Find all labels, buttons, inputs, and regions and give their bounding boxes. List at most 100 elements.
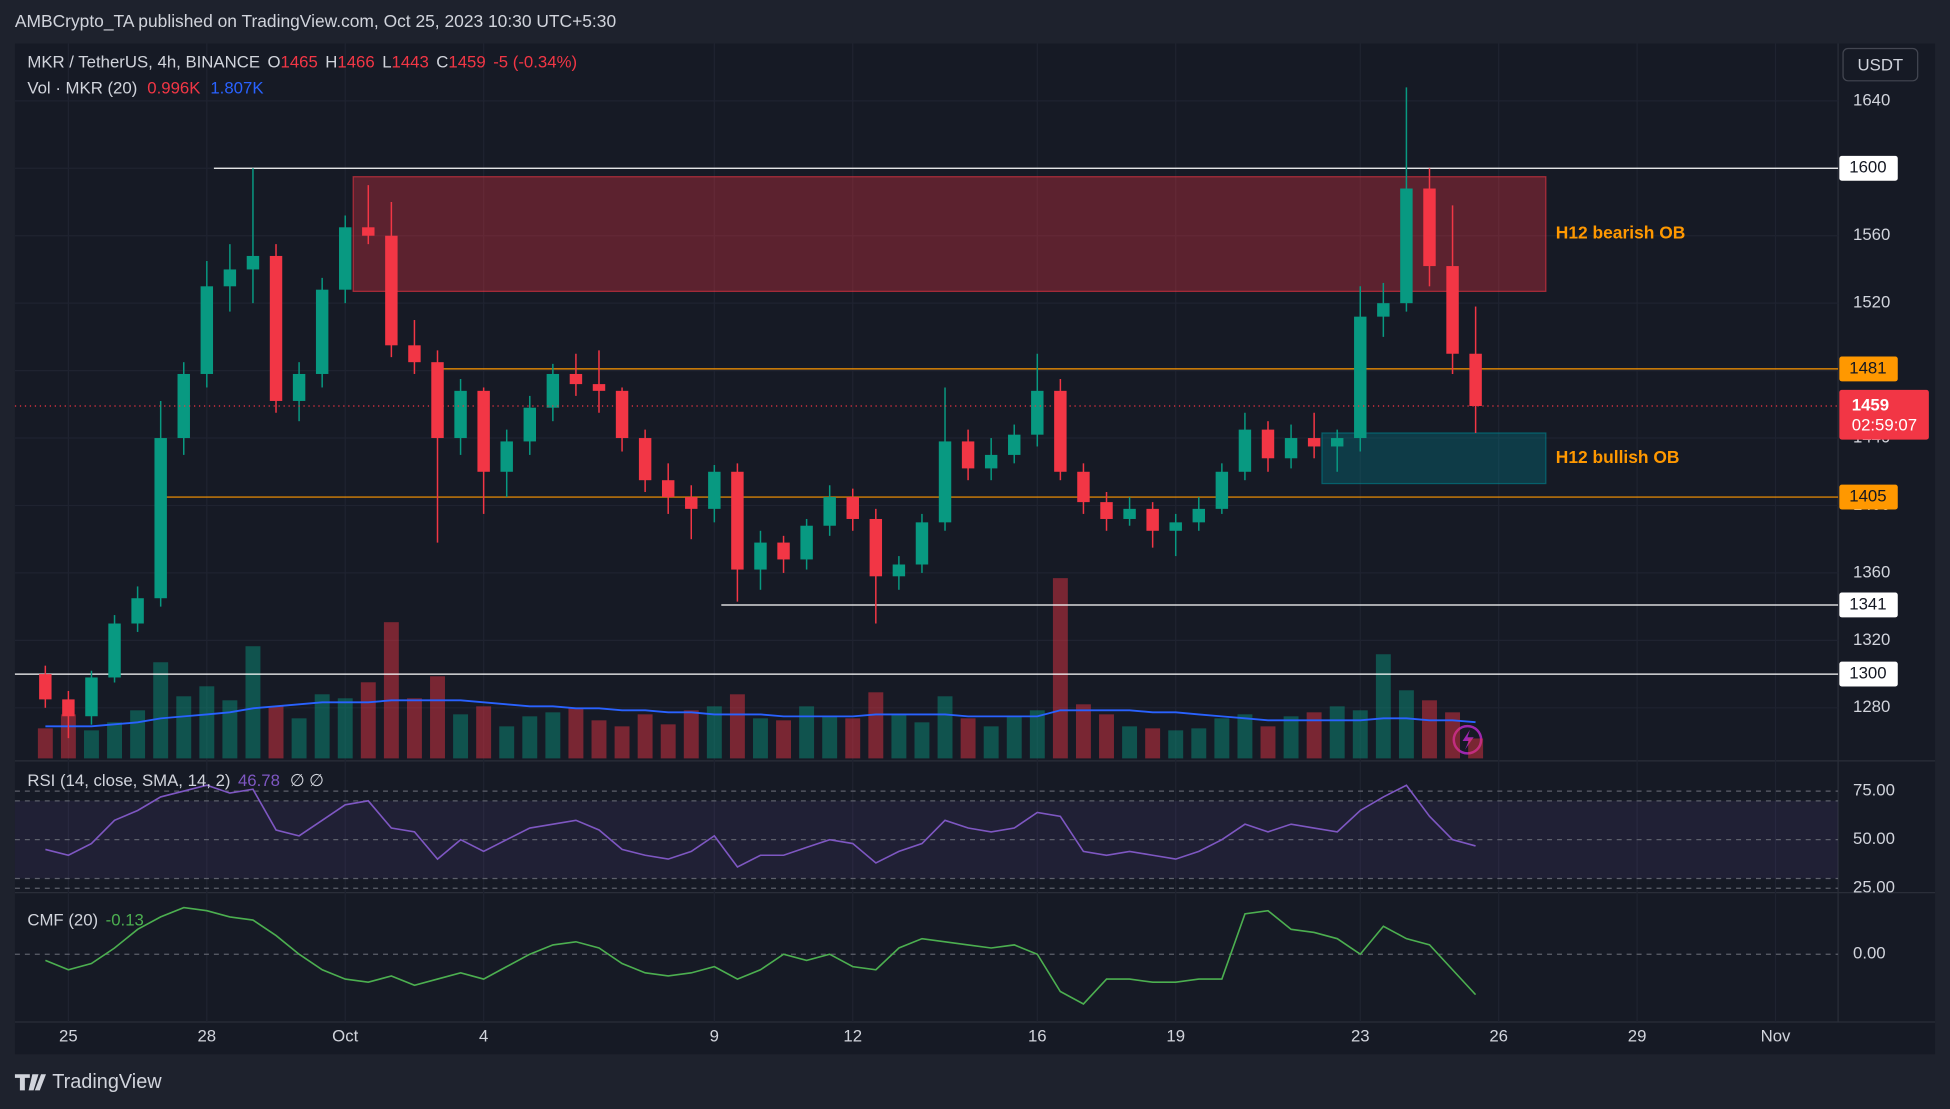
candle-body [62,699,75,717]
volume-bar [268,706,284,759]
candle-body [339,227,352,290]
alert-icon[interactable] [1452,724,1483,755]
level-label: 1300 [1849,664,1886,683]
candle-body [777,542,790,560]
volume-bar [1122,726,1138,759]
volume-bar [868,692,884,759]
candle-body [800,525,813,560]
volume-bar [1352,710,1368,759]
candle-body [408,345,421,363]
candle-body [269,255,283,401]
volume-bar [822,716,838,759]
candle-body [938,441,952,523]
ohlc-value: 1465 [281,53,318,72]
candle-body [731,471,744,570]
volume-bar [1260,726,1276,759]
candle-body [385,235,398,346]
volume-bar [153,662,169,759]
x-tick-label: 25 [59,1026,78,1045]
y-tick-label: 1320 [1853,630,1890,649]
zone-label: H12 bearish OB [1556,223,1686,243]
candle-body [454,390,467,439]
y-tick-label: 1280 [1853,697,1890,716]
candle-body [708,471,721,509]
volume-legend: Vol · MKR (20) 0.996K 1.807K [27,79,263,98]
candle-body [915,522,929,565]
volume-bar [891,714,907,759]
x-tick-label: 9 [710,1026,719,1045]
indicator-name: CMF (20) [27,911,98,930]
volume-bar [637,714,653,759]
candle-body [1169,522,1182,531]
last-price-box [1839,389,1929,440]
ohlc-key: L [382,53,391,72]
currency-label: USDT [1858,55,1904,74]
volume-value: 0.996K [147,79,200,98]
volume-bar [845,718,861,759]
candle-body [615,390,629,439]
volume-bar [476,706,492,759]
candle-body [1146,508,1159,531]
candle-body [1330,438,1344,447]
alert-bolt [1462,729,1474,750]
volume-bar [245,646,261,759]
volume-bar [337,698,353,759]
candle-body [1077,471,1090,503]
candle-body [1123,508,1136,519]
volume-bar [1306,712,1322,759]
candle-body [1284,438,1298,459]
volume-bar [1398,690,1414,759]
level-label-box [1839,592,1898,618]
candle-body [869,518,883,577]
y-tick-label: 75.00 [1853,781,1895,800]
candle-body [984,454,998,469]
volume-bar [683,710,699,759]
indicator-legend: CMF (20) -0.13 [27,911,143,930]
volume-sma-line [45,699,1476,728]
candle-body [961,441,975,469]
x-tick-label: 19 [1166,1026,1185,1045]
x-tick-label: 4 [479,1026,488,1045]
candle-body [1377,303,1390,317]
candle-body [638,438,652,481]
indicator-legend: RSI (14, close, SMA, 14, 2) 46.78 ∅ ∅ [27,771,323,790]
volume-bar [545,712,561,759]
order-block-zone [352,176,1547,292]
candle-body [223,269,237,287]
level-label-box [1839,356,1898,382]
indicator-name: RSI (14, close, SMA, 14, 2) [27,771,230,790]
candle-body [1446,266,1459,354]
candle-body [1238,429,1252,472]
candle-body [292,373,306,401]
volume-bar [568,708,584,759]
candle-body [200,286,214,374]
volume-bar [776,720,792,759]
candle-body [500,441,513,472]
level-label-box [1839,661,1898,687]
candle-body [1192,508,1206,523]
volume-bar [130,710,146,759]
candle-body [154,438,167,599]
candle-body [1100,502,1113,519]
candle-body [1400,188,1413,304]
candle-body [362,227,375,236]
candle-body [85,677,98,717]
volume-bar [614,726,630,759]
x-tick-label: 26 [1489,1026,1508,1045]
volume-bar [1468,738,1484,759]
candle-body [1215,471,1229,509]
candle-body [431,362,444,439]
candle-body [892,564,906,577]
candle-body [1261,429,1275,459]
candle-body [546,373,560,408]
volume-bar [753,718,768,759]
y-tick-label: 1640 [1853,90,1890,109]
volume-bar [430,676,445,759]
legend-title: MKR / TetherUS, 4h, BINANCE [27,53,260,72]
y-tick-label: 1360 [1853,562,1890,581]
currency-button[interactable] [1842,47,1919,82]
volume-bar [1099,714,1114,759]
candle-body [823,497,836,526]
volume-bar [1029,710,1045,759]
